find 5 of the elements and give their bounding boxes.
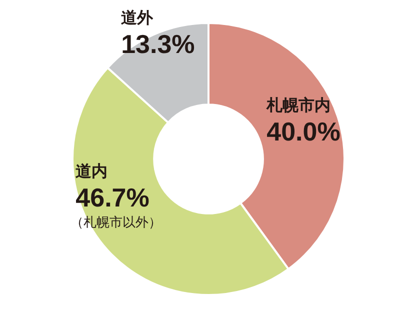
slice-label: 札幌市内: [266, 96, 331, 115]
slice-label: 道内: [76, 161, 108, 180]
data-label: 40.0%: [266, 116, 340, 147]
slice-label: 道外: [121, 8, 154, 27]
data-label: 13.3%: [121, 28, 195, 59]
